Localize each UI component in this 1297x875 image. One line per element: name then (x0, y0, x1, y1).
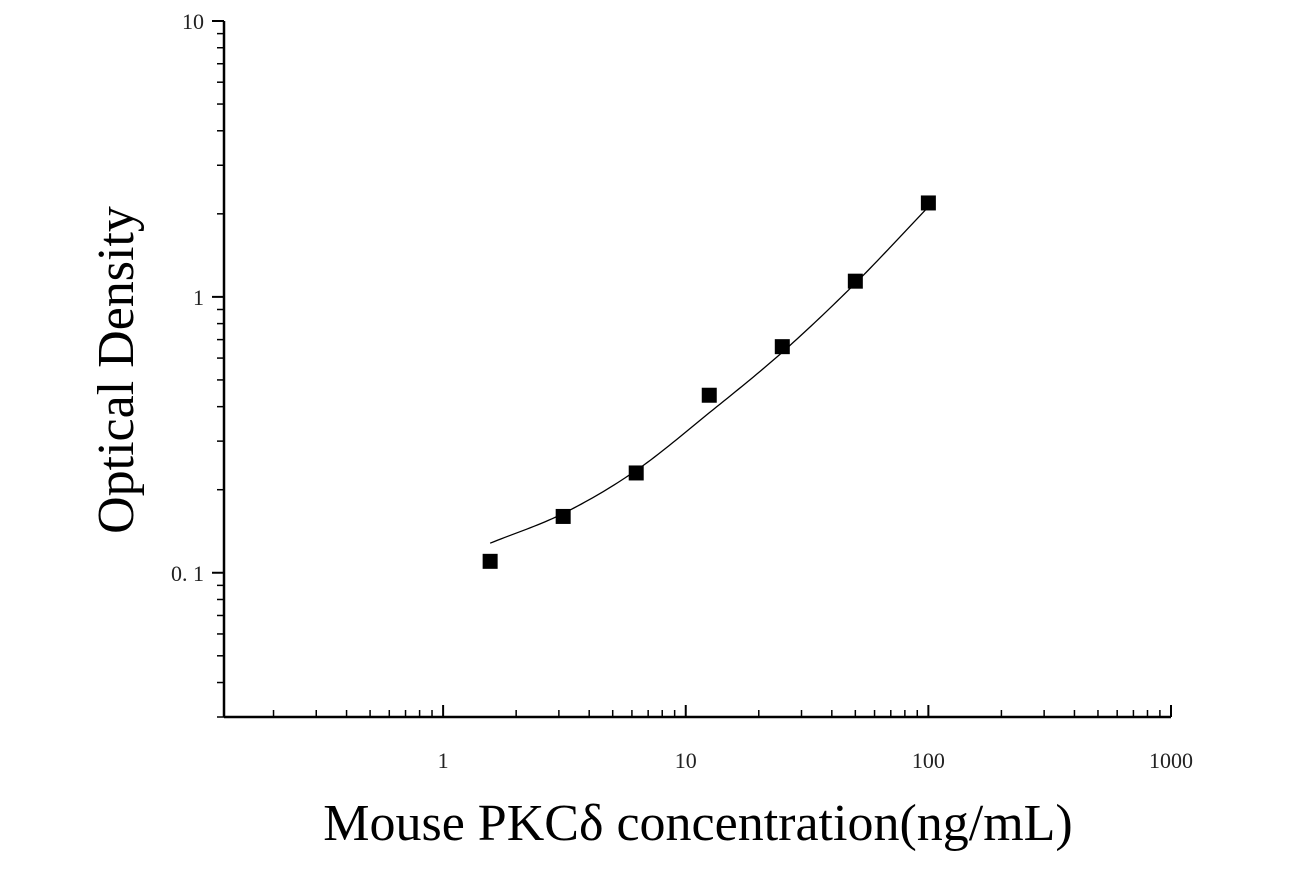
data-point (555, 508, 571, 524)
y-axis-title: Optical Density (88, 206, 145, 534)
x-axis-title: Mouse PKCδ concentration(ng/mL) (323, 795, 1072, 852)
data-points (482, 195, 936, 569)
x-tick-label: 1000 (1149, 748, 1193, 773)
fit-curve (489, 206, 929, 544)
data-point (701, 387, 717, 403)
x-tick-label: 100 (912, 748, 945, 773)
y-tick-label: 0. 1 (171, 561, 204, 586)
data-point (628, 465, 644, 481)
tick-labels: 1 10 100 1000 0. 1 1 10 (171, 9, 1193, 773)
data-point (920, 195, 936, 211)
data-point (774, 339, 790, 355)
minor-ticks (217, 32, 1161, 718)
x-tick-label: 1 (438, 748, 449, 773)
y-tick-label: 10 (182, 9, 204, 34)
major-ticks (212, 20, 1172, 717)
data-point (847, 273, 863, 289)
data-point (482, 553, 498, 569)
x-tick-label: 10 (675, 748, 697, 773)
y-tick-label: 1 (193, 285, 204, 310)
